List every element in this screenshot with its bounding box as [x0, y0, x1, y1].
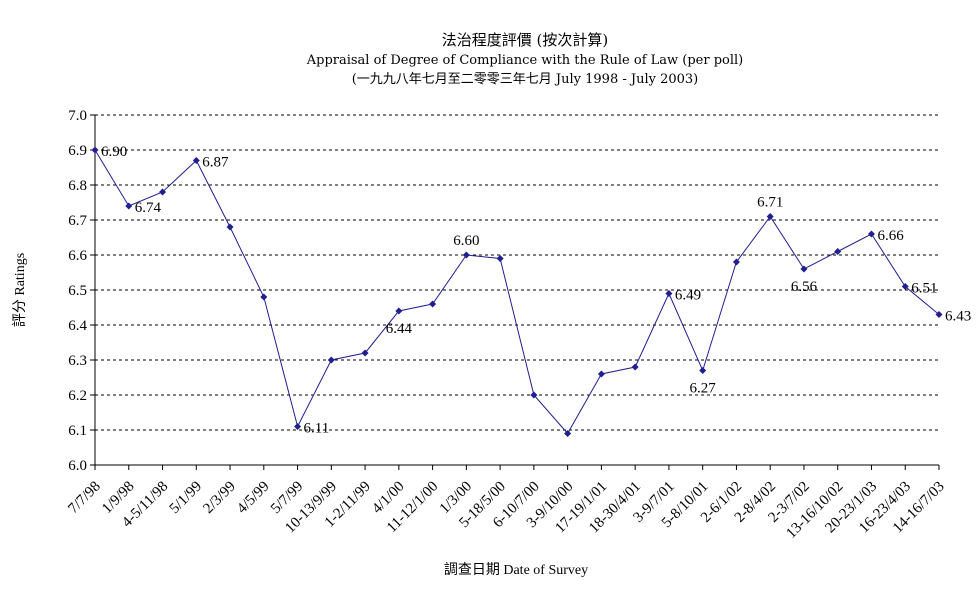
- y-tick-label: 6.0: [68, 458, 87, 474]
- data-point: [125, 202, 133, 210]
- data-point: [226, 223, 234, 231]
- data-point: [159, 188, 167, 196]
- data-point: [395, 307, 403, 315]
- y-axis-title: 評分 Ratings: [12, 253, 28, 327]
- y-tick-label: 6.6: [68, 248, 87, 264]
- y-tick-label: 6.2: [68, 388, 87, 404]
- data-label: 6.66: [877, 228, 904, 244]
- data-point: [834, 248, 842, 255]
- data-point: [732, 258, 740, 266]
- data-point: [665, 290, 673, 297]
- x-tick-label: 7/7/98: [65, 479, 103, 517]
- x-tick-label: 4/5/99: [234, 479, 272, 517]
- data-point: [631, 363, 639, 371]
- chart-subtitle: Appraisal of Degree of Compliance with t…: [306, 53, 744, 68]
- data-point: [192, 157, 200, 164]
- series-line: [94, 149, 940, 435]
- data-point: [260, 293, 268, 301]
- data-point: [564, 430, 572, 437]
- data-point: [294, 423, 302, 430]
- y-tick-label: 6.1: [68, 423, 87, 439]
- y-tick-label: 6.3: [68, 353, 87, 369]
- data-label: 6.43: [945, 309, 971, 325]
- data-point: [496, 255, 504, 262]
- data-label: 6.11: [304, 421, 330, 437]
- data-point: [766, 213, 774, 220]
- chart-subtitle-period: (一九九八年七月至二零零三年七月 July 1998 - July 2003): [352, 72, 699, 87]
- data-label: 6.60: [453, 233, 479, 249]
- y-tick-label: 7.0: [68, 108, 87, 124]
- data-label: 6.49: [675, 288, 701, 304]
- gridlines: [95, 114, 939, 431]
- data-point: [429, 300, 437, 308]
- y-tick-label: 6.8: [68, 178, 87, 194]
- y-tick-label: 6.4: [68, 318, 87, 334]
- data-labels: 6.90 6.74 6.87 6.11 6.44 6.60 6.49 6.27 6.71 6.56…: [101, 144, 971, 437]
- chart-title: 法治程度評價 (按次計算): [442, 31, 608, 49]
- data-point: [699, 367, 707, 374]
- data-point: [462, 251, 470, 259]
- y-axis-ticks: 6.0 6.1 6.2 6.3 6.4 6.5 6.6 6.7 6.8 6.9 7.0: [68, 108, 95, 474]
- data-point: [91, 146, 99, 154]
- y-tick-label: 6.9: [68, 143, 87, 159]
- data-label: 6.71: [757, 195, 783, 211]
- data-label: 6.56: [791, 279, 818, 295]
- data-point: [800, 265, 808, 273]
- x-axis-title: 調查日期 Date of Survey: [444, 562, 588, 578]
- y-tick-label: 6.5: [68, 283, 87, 299]
- data-label: 6.74: [135, 200, 162, 216]
- data-point: [901, 283, 909, 290]
- series-plot: [91, 146, 943, 437]
- data-point: [327, 356, 335, 364]
- x-tick-label: 2/3/99: [200, 479, 238, 517]
- data-point: [361, 349, 369, 357]
- data-point: [597, 370, 605, 378]
- x-tick-label: 5/1/99: [167, 479, 205, 517]
- data-label: 6.44: [386, 321, 413, 337]
- data-label: 6.90: [101, 144, 127, 160]
- data-point: [867, 230, 875, 238]
- data-point: [935, 311, 943, 318]
- y-tick-label: 6.7: [68, 213, 87, 229]
- data-label: 6.51: [911, 281, 937, 297]
- x-axis-ticks: 7/7/981/9/984-5/11/985/1/992/3/994/5/995…: [65, 465, 948, 542]
- data-label: 6.27: [690, 381, 717, 397]
- data-point: [530, 391, 538, 399]
- data-label: 6.87: [202, 155, 229, 171]
